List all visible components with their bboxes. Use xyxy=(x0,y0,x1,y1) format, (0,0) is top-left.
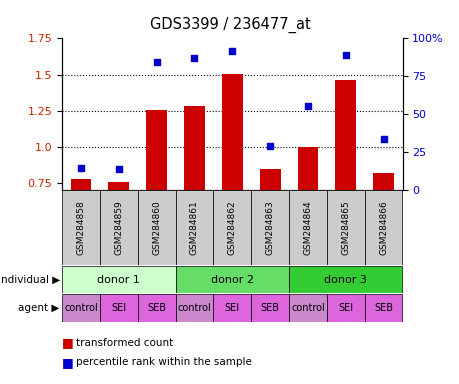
Text: control: control xyxy=(291,303,324,313)
Text: donor 2: donor 2 xyxy=(210,275,253,285)
Text: GSM284861: GSM284861 xyxy=(190,200,199,255)
Text: SEI: SEI xyxy=(224,303,239,313)
Text: agent ▶: agent ▶ xyxy=(18,303,60,313)
Text: GSM284860: GSM284860 xyxy=(152,200,161,255)
Text: GSM284865: GSM284865 xyxy=(341,200,349,255)
Bar xyxy=(364,190,402,265)
Bar xyxy=(372,174,393,190)
Bar xyxy=(100,190,137,265)
Text: SEB: SEB xyxy=(373,303,392,313)
Text: donor 1: donor 1 xyxy=(97,275,140,285)
Bar xyxy=(62,294,100,322)
Point xyxy=(379,136,386,142)
Point xyxy=(303,103,311,109)
Bar xyxy=(62,266,175,293)
Bar xyxy=(221,74,242,190)
Text: GSM284864: GSM284864 xyxy=(303,200,312,255)
Text: control: control xyxy=(177,303,211,313)
Bar xyxy=(259,169,280,190)
Point xyxy=(115,166,122,172)
Text: GDS3399 / 236477_at: GDS3399 / 236477_at xyxy=(149,17,310,33)
Text: SEB: SEB xyxy=(260,303,279,313)
Text: GSM284863: GSM284863 xyxy=(265,200,274,255)
Text: ■: ■ xyxy=(62,356,74,369)
Bar xyxy=(288,190,326,265)
Point xyxy=(190,55,198,61)
Bar xyxy=(146,110,167,190)
Bar xyxy=(108,182,129,190)
Bar xyxy=(213,294,251,322)
Text: control: control xyxy=(64,303,98,313)
Point xyxy=(153,59,160,65)
Text: SEI: SEI xyxy=(111,303,126,313)
Bar xyxy=(364,294,402,322)
Text: ■: ■ xyxy=(62,336,74,349)
Bar xyxy=(137,294,175,322)
Point xyxy=(228,48,235,54)
Bar xyxy=(213,190,251,265)
Bar xyxy=(251,294,288,322)
Text: GSM284862: GSM284862 xyxy=(227,200,236,255)
Text: SEI: SEI xyxy=(337,303,353,313)
Bar xyxy=(175,294,213,322)
Text: percentile rank within the sample: percentile rank within the sample xyxy=(76,357,251,367)
Bar xyxy=(297,147,318,190)
Bar xyxy=(137,190,175,265)
Bar xyxy=(335,79,355,190)
Text: GSM284866: GSM284866 xyxy=(378,200,387,255)
Bar xyxy=(184,106,204,190)
Point xyxy=(266,143,273,149)
Bar xyxy=(326,294,364,322)
Text: GSM284858: GSM284858 xyxy=(76,200,85,255)
Bar xyxy=(288,266,402,293)
Bar xyxy=(288,294,326,322)
Bar xyxy=(62,190,100,265)
Point xyxy=(341,52,349,58)
Bar xyxy=(175,266,288,293)
Bar xyxy=(251,190,288,265)
Bar xyxy=(100,294,137,322)
Text: donor 3: donor 3 xyxy=(324,275,366,285)
Text: SEB: SEB xyxy=(147,303,166,313)
Bar xyxy=(175,190,213,265)
Bar xyxy=(326,190,364,265)
Point xyxy=(77,165,84,171)
Text: individual ▶: individual ▶ xyxy=(0,275,60,285)
Text: transformed count: transformed count xyxy=(76,338,173,348)
Text: GSM284859: GSM284859 xyxy=(114,200,123,255)
Bar xyxy=(71,179,91,190)
